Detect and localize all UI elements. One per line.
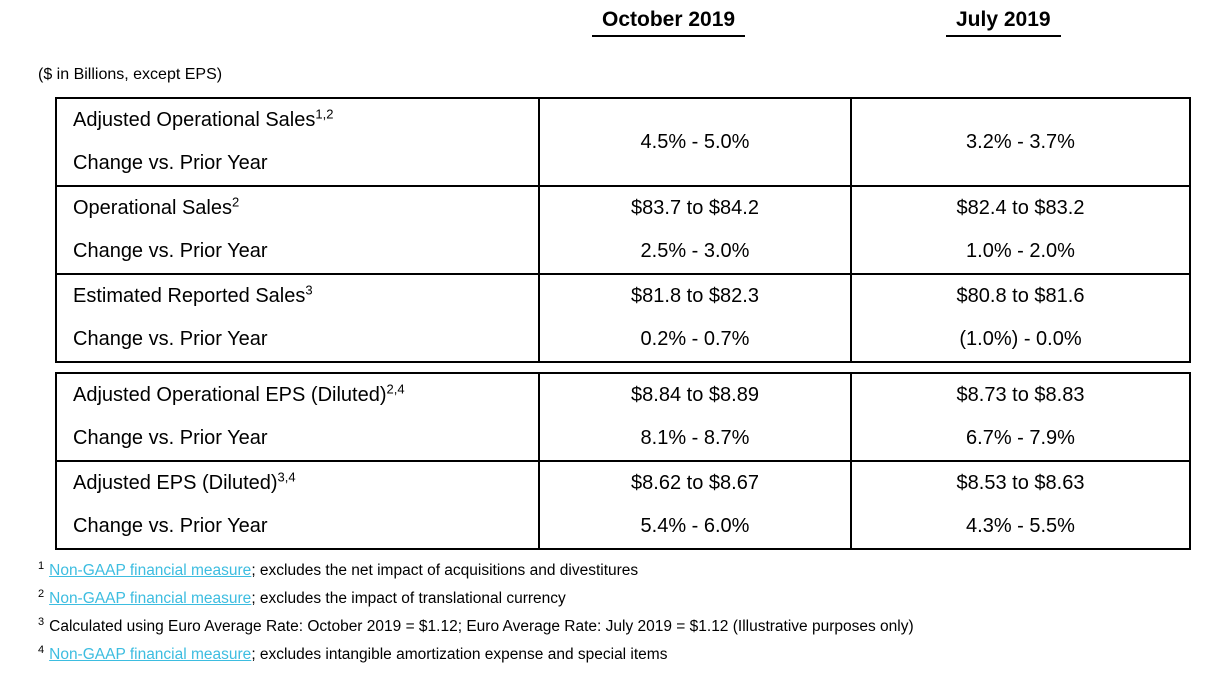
row-label-superscript: 3 bbox=[305, 282, 313, 298]
july-change-value: 1.0% - 2.0% bbox=[966, 240, 1075, 262]
october-range-value: $81.8 to $82.3 bbox=[631, 285, 759, 307]
july-range-value: $8.73 to $8.83 bbox=[956, 384, 1085, 406]
july-change-value: 3.2% - 3.7% bbox=[966, 130, 1075, 153]
footnote-number: 4 bbox=[38, 643, 45, 656]
july-change-value: (1.0%) - 0.0% bbox=[959, 328, 1082, 350]
row-sublabel: Change vs. Prior Year bbox=[73, 240, 268, 262]
footnote-1: 1 Non-GAAP financial measure; excludes th… bbox=[38, 559, 914, 581]
row-label: Estimated Reported Sales3 bbox=[73, 282, 313, 307]
october-value-cell: 4.5% - 5.0% bbox=[538, 99, 850, 185]
row-sublabel: Change vs. Prior Year bbox=[73, 427, 268, 449]
non-gaap-link[interactable]: Non-GAAP financial measure bbox=[49, 646, 252, 663]
july-range-value: $80.8 to $81.6 bbox=[956, 285, 1085, 307]
october-value-cell: $8.84 to $8.89 8.1% - 8.7% bbox=[538, 374, 850, 460]
october-value-cell: $83.7 to $84.2 2.5% - 3.0% bbox=[538, 187, 850, 273]
footnote-number: 3 bbox=[38, 615, 45, 628]
row-label: Adjusted EPS (Diluted)3,4 bbox=[73, 469, 296, 494]
row-label: Adjusted Operational Sales1,2 bbox=[73, 106, 334, 131]
table-row-adjusted-operational-sales: Adjusted Operational Sales1,2 Change vs.… bbox=[57, 99, 1189, 185]
row-sublabel: Change vs. Prior Year bbox=[73, 515, 268, 537]
footnote-text: ; excludes the impact of translational c… bbox=[251, 590, 566, 607]
october-value-cell: $81.8 to $82.3 0.2% - 0.7% bbox=[538, 275, 850, 361]
july-value-cell: $8.53 to $8.63 4.3% - 5.5% bbox=[850, 462, 1189, 548]
october-change-value: 8.1% - 8.7% bbox=[640, 427, 750, 449]
footnote-number: 1 bbox=[38, 559, 45, 572]
october-range-value: $83.7 to $84.2 bbox=[631, 197, 759, 219]
table-row-adjusted-operational-eps: Adjusted Operational EPS (Diluted)2,4 Ch… bbox=[57, 374, 1189, 460]
table-row-adjusted-eps: Adjusted EPS (Diluted)3,4 Change vs. Pri… bbox=[57, 460, 1189, 548]
units-note: ($ in Billions, except EPS) bbox=[38, 66, 223, 83]
july-range-value: $82.4 to $83.2 bbox=[956, 197, 1085, 219]
footnote-text: ; excludes intangible amortization expen… bbox=[251, 646, 668, 663]
october-change-value: 0.2% - 0.7% bbox=[640, 328, 750, 350]
sales-guidance-table: Adjusted Operational Sales1,2 Change vs.… bbox=[55, 97, 1191, 363]
row-label-superscript: 1,2 bbox=[315, 106, 334, 122]
row-label-cell: Adjusted Operational EPS (Diluted)2,4 Ch… bbox=[57, 374, 538, 460]
july-change-value: 6.7% - 7.9% bbox=[966, 427, 1075, 449]
october-change-value: 5.4% - 6.0% bbox=[640, 515, 750, 537]
october-value-cell: $8.62 to $8.67 5.4% - 6.0% bbox=[538, 462, 850, 548]
footnote-text: ; excludes the net impact of acquisition… bbox=[251, 562, 639, 579]
footnote-2: 2 Non-GAAP financial measure; excludes th… bbox=[38, 587, 914, 609]
footnote-4: 4 Non-GAAP financial measure; excludes in… bbox=[38, 643, 914, 665]
october-range-value: $8.62 to $8.67 bbox=[631, 472, 759, 494]
non-gaap-link[interactable]: Non-GAAP financial measure bbox=[49, 562, 252, 579]
july-change-value: 4.3% - 5.5% bbox=[966, 515, 1075, 537]
row-label-cell: Operational Sales2 Change vs. Prior Year bbox=[57, 187, 538, 273]
july-value-cell: $8.73 to $8.83 6.7% - 7.9% bbox=[850, 374, 1189, 460]
footnote-3: 3 Calculated using Euro Average Rate: Oct… bbox=[38, 615, 914, 637]
row-label-cell: Adjusted EPS (Diluted)3,4 Change vs. Pri… bbox=[57, 462, 538, 548]
row-label: Adjusted Operational EPS (Diluted)2,4 bbox=[73, 381, 405, 406]
row-label-cell: Adjusted Operational Sales1,2 Change vs.… bbox=[57, 99, 538, 185]
eps-guidance-table: Adjusted Operational EPS (Diluted)2,4 Ch… bbox=[55, 372, 1191, 550]
october-change-value: 4.5% - 5.0% bbox=[640, 130, 750, 153]
july-value-cell: $82.4 to $83.2 1.0% - 2.0% bbox=[850, 187, 1189, 273]
row-label-cell: Estimated Reported Sales3 Change vs. Pri… bbox=[57, 275, 538, 361]
july-value-cell: $80.8 to $81.6 (1.0%) - 0.0% bbox=[850, 275, 1189, 361]
row-label-superscript: 3,4 bbox=[277, 469, 296, 485]
non-gaap-link[interactable]: Non-GAAP financial measure bbox=[49, 590, 252, 607]
july-value-cell: 3.2% - 3.7% bbox=[850, 99, 1189, 185]
footnotes: 1 Non-GAAP financial measure; excludes th… bbox=[38, 559, 914, 673]
footnote-text: Calculated using Euro Average Rate: Octo… bbox=[49, 618, 914, 635]
july-range-value: $8.53 to $8.63 bbox=[956, 472, 1085, 494]
row-label-superscript: 2 bbox=[231, 194, 240, 210]
row-label: Operational Sales2 bbox=[73, 194, 240, 219]
table-row-operational-sales: Operational Sales2 Change vs. Prior Year… bbox=[57, 185, 1189, 273]
row-label-superscript: 2,4 bbox=[386, 381, 405, 397]
column-header-october: October 2019 bbox=[592, 8, 746, 37]
table-row-estimated-reported-sales: Estimated Reported Sales3 Change vs. Pri… bbox=[57, 273, 1189, 361]
october-range-value: $8.84 to $8.89 bbox=[631, 384, 759, 406]
column-header-july: July 2019 bbox=[946, 8, 1061, 37]
footnote-number: 2 bbox=[38, 587, 45, 600]
october-change-value: 2.5% - 3.0% bbox=[640, 240, 750, 262]
row-sublabel: Change vs. Prior Year bbox=[73, 328, 268, 350]
row-sublabel: Change vs. Prior Year bbox=[73, 152, 268, 174]
